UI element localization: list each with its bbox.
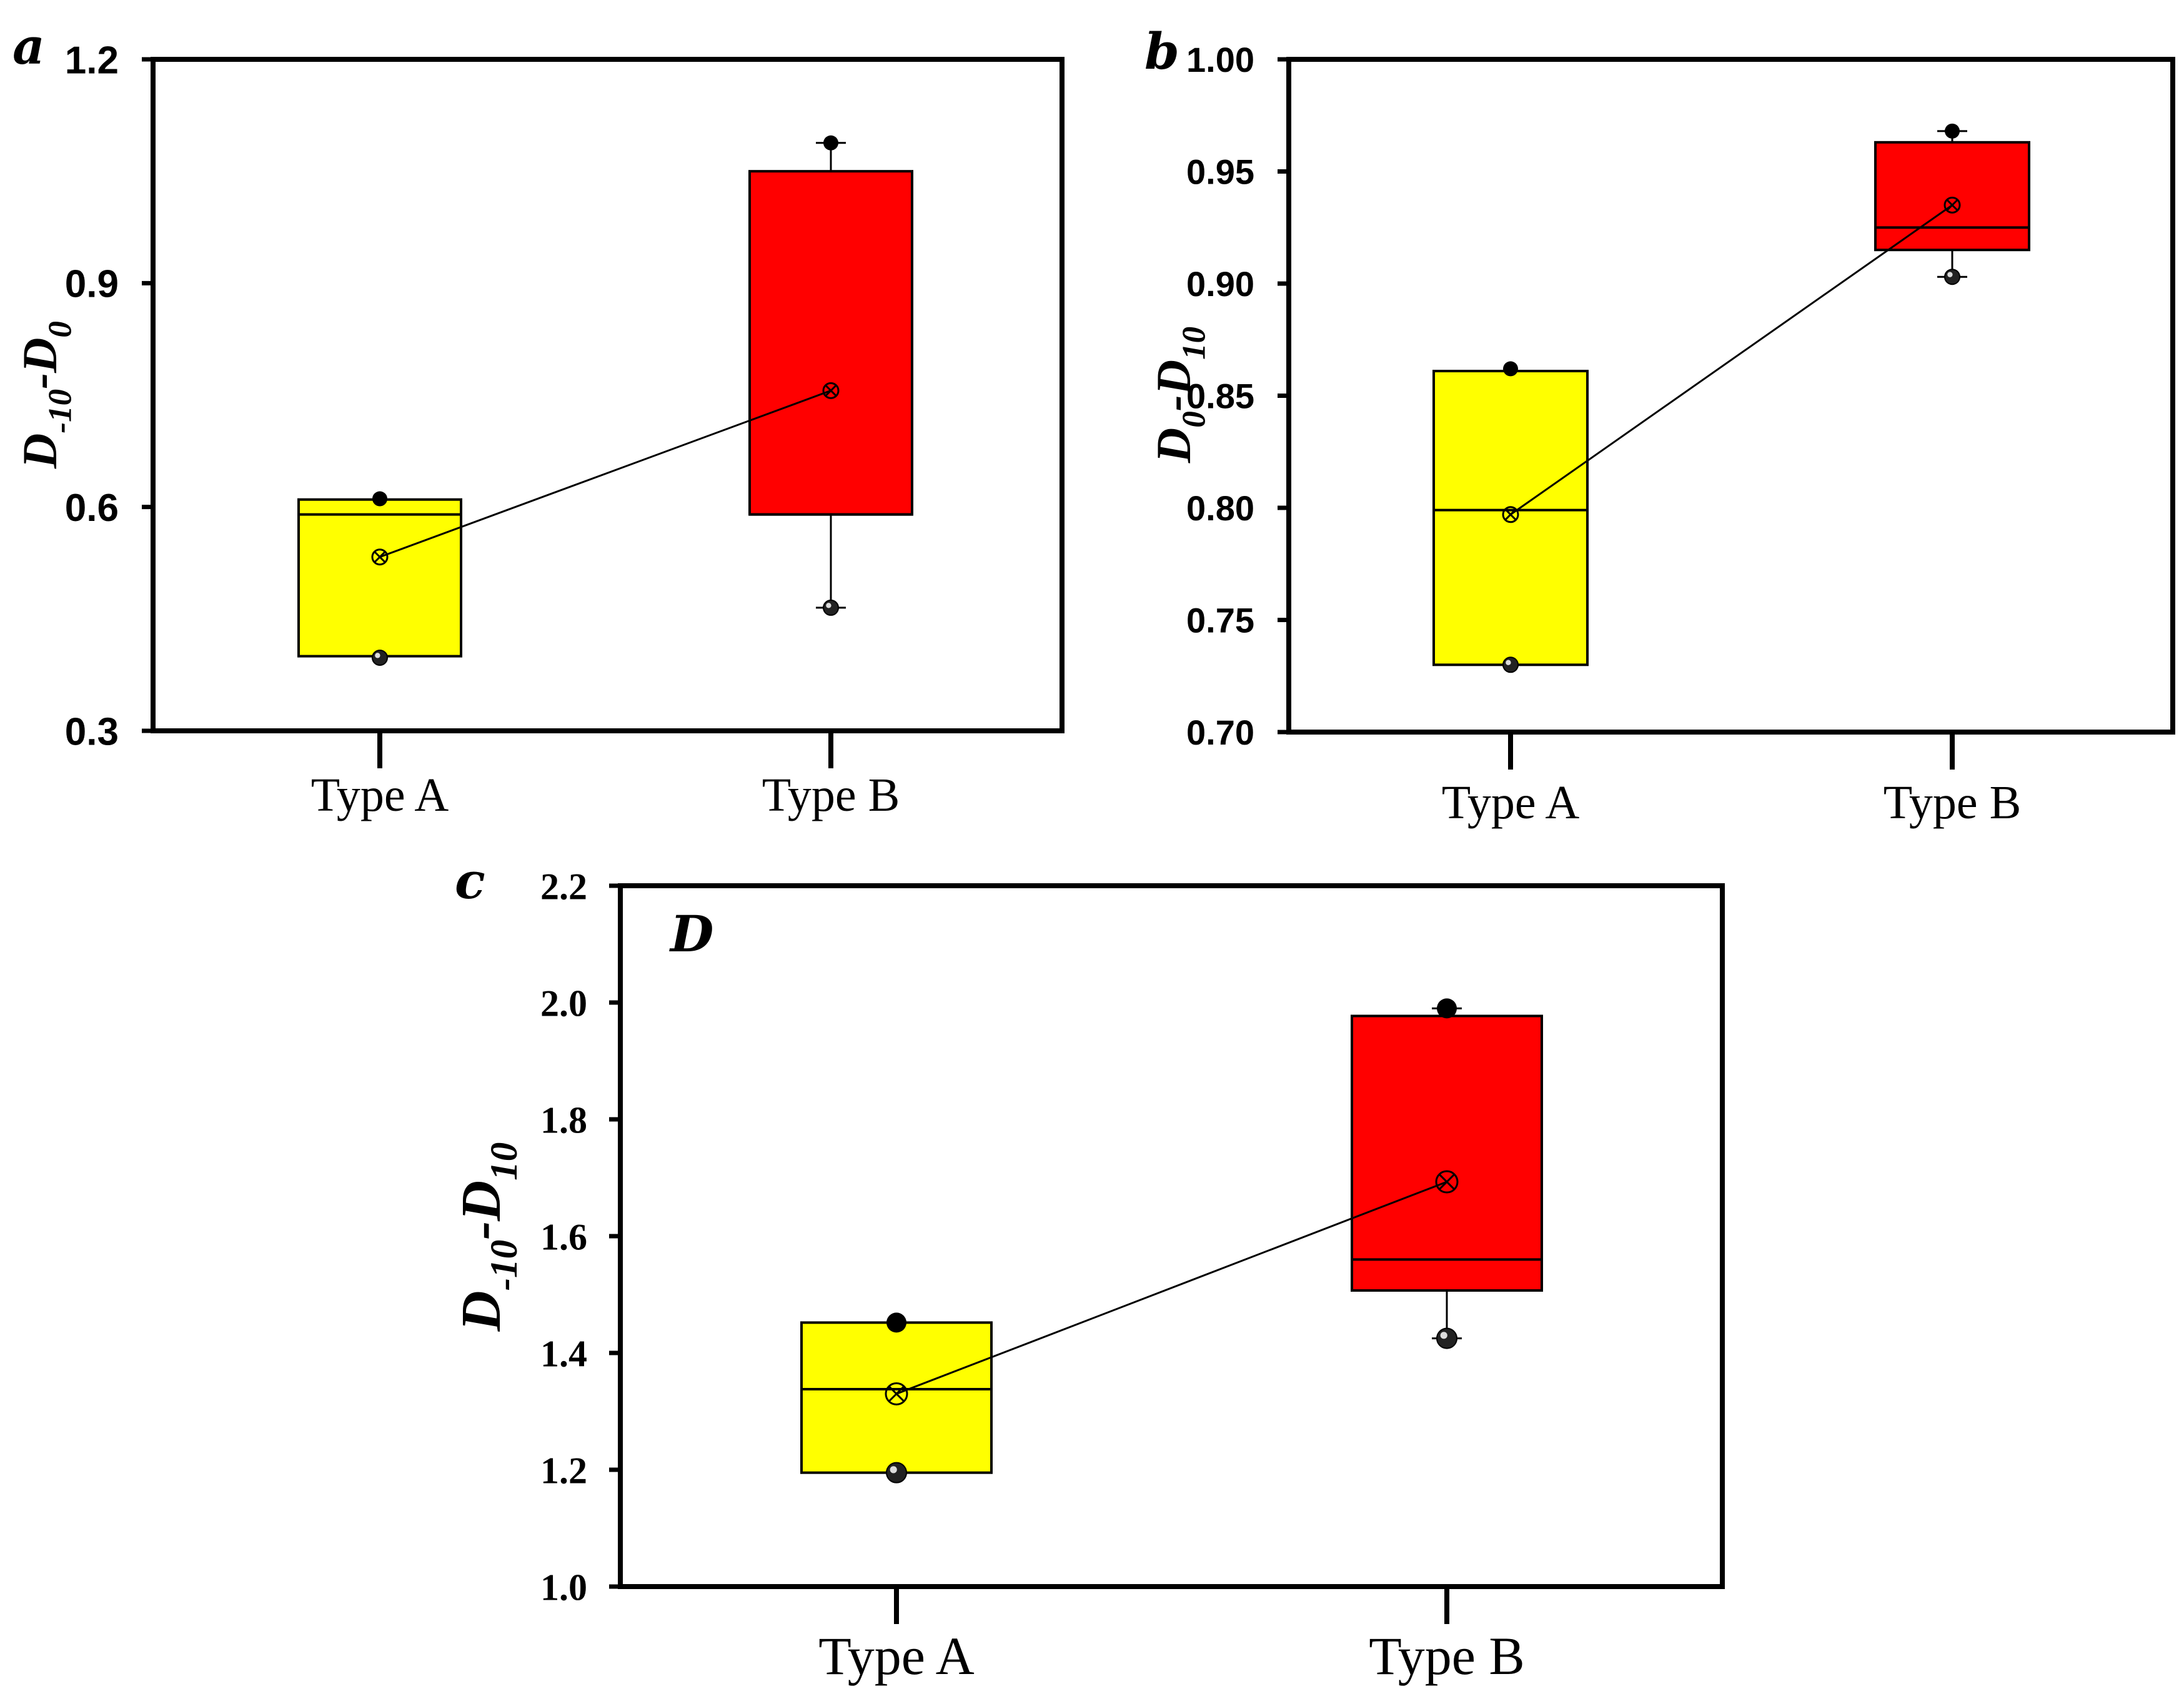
y-tick-label: 1.4: [540, 1334, 587, 1375]
min-point-highlight: [1506, 660, 1511, 665]
y-axis-label-part: D: [450, 1181, 512, 1222]
box-type-b: [1874, 141, 2030, 252]
y-tick-label: 0.6: [65, 487, 119, 530]
y-tick-label: 0.85: [1186, 377, 1254, 416]
mean-connector: [896, 1181, 1447, 1395]
mean-connector: [1510, 204, 1953, 515]
plot-frame: [151, 57, 1065, 733]
min-point: [1436, 1327, 1457, 1349]
y-axis-label-part: D: [12, 338, 67, 374]
y-tick-label: 0.90: [1186, 264, 1254, 304]
max-point: [823, 135, 838, 151]
y-tick-label: 1.8: [540, 1100, 587, 1141]
y-axis-label-subscript: 0: [1176, 411, 1212, 428]
y-tick-label: 1.2: [540, 1450, 587, 1492]
y-tick-label: 0.9: [65, 263, 119, 306]
max-point: [1437, 998, 1457, 1019]
min-point: [886, 1462, 907, 1484]
y-axis-label-subscript: -10: [42, 389, 78, 433]
min-point-highlight: [1440, 1332, 1447, 1339]
y-axis-label-subscript: 0: [42, 321, 78, 338]
box-type-b: [748, 170, 913, 516]
max-point: [372, 491, 387, 507]
min-point: [1502, 656, 1519, 673]
y-tick-label: 1.00: [1186, 40, 1254, 79]
min-point-highlight: [890, 1466, 897, 1474]
min-point-highlight: [826, 603, 831, 608]
min-point-highlight: [1947, 272, 1953, 277]
y-tick-label: 0.75: [1186, 601, 1254, 640]
min-point-highlight: [375, 653, 380, 658]
y-tick-label: 1.2: [65, 39, 119, 82]
mean-marker: [1943, 196, 1961, 214]
y-axis-label-subscript: 10: [483, 1142, 525, 1181]
min-point: [823, 599, 839, 616]
box-type-a: [297, 498, 462, 658]
y-tick-label: 0.70: [1186, 713, 1254, 752]
max-point: [1945, 123, 1960, 139]
plot-frame: [618, 883, 1725, 1589]
min-point: [372, 649, 388, 666]
mean-marker-cross: [1946, 199, 1958, 211]
y-axis-label-part: D: [12, 433, 67, 469]
x-tick-label: Type A: [311, 769, 449, 821]
mean-marker-cross: [374, 551, 386, 563]
y-axis-label: D-10-D0: [12, 321, 78, 469]
mean-marker-cross: [825, 384, 837, 397]
y-tick-label: 1.6: [540, 1217, 587, 1258]
y-axis-label-part: -: [450, 1221, 512, 1240]
mean-marker: [1502, 506, 1519, 523]
x-tick-label: Type B: [1369, 1626, 1525, 1686]
mean-marker-cross: [1504, 508, 1517, 521]
y-axis-label-subscript: 10: [1176, 327, 1212, 360]
plot-annotation: D: [669, 904, 713, 963]
max-point: [1503, 361, 1518, 377]
y-axis-label-part: D: [450, 1290, 512, 1332]
box-type-a: [800, 1321, 993, 1474]
x-tick-label: Type A: [818, 1626, 975, 1686]
y-axis-label-part: D: [1146, 360, 1201, 395]
y-axis-label: D-10-D10: [450, 1142, 525, 1332]
x-tick-label: Type A: [1442, 776, 1580, 829]
max-point: [886, 1312, 906, 1333]
y-axis-label-subscript: -10: [483, 1240, 525, 1291]
x-tick-label: Type B: [762, 769, 900, 821]
panel-letter-c: c: [455, 851, 485, 910]
mean-marker-cross: [1439, 1174, 1455, 1191]
panel-b: 0.70 0.75 0.80 0.85 0.90 0.95 1.00 Type A Type B…: [1146, 40, 2175, 829]
min-point: [1944, 269, 1960, 285]
y-axis-label-part: D: [1146, 428, 1201, 463]
panel-letter-a: a: [12, 17, 45, 76]
y-axis-label-part: -: [12, 373, 67, 389]
mean-marker: [885, 1382, 908, 1405]
x-tick-label: Type B: [1884, 776, 2022, 829]
y-tick-label: 0.80: [1186, 488, 1254, 528]
y-tick-label: 2.0: [540, 983, 587, 1024]
y-tick-label: 2.2: [540, 866, 587, 908]
mean-marker: [371, 548, 389, 566]
y-tick-label: 1.0: [540, 1567, 587, 1608]
y-axis-label: D0-D10: [1146, 327, 1212, 463]
box-type-a: [1432, 370, 1589, 666]
mean-connector: [379, 389, 831, 558]
mean-marker-cross: [888, 1385, 905, 1402]
y-axis-label-part: -: [1146, 395, 1201, 411]
mean-marker: [822, 382, 840, 399]
box-type-b: [1351, 1014, 1543, 1292]
y-tick-label: 0.3: [65, 710, 119, 753]
panel-letter-b: b: [1144, 22, 1179, 81]
y-tick-label: 0.95: [1186, 152, 1254, 192]
plot-frame: [1286, 57, 2175, 735]
mean-marker: [1435, 1170, 1459, 1194]
